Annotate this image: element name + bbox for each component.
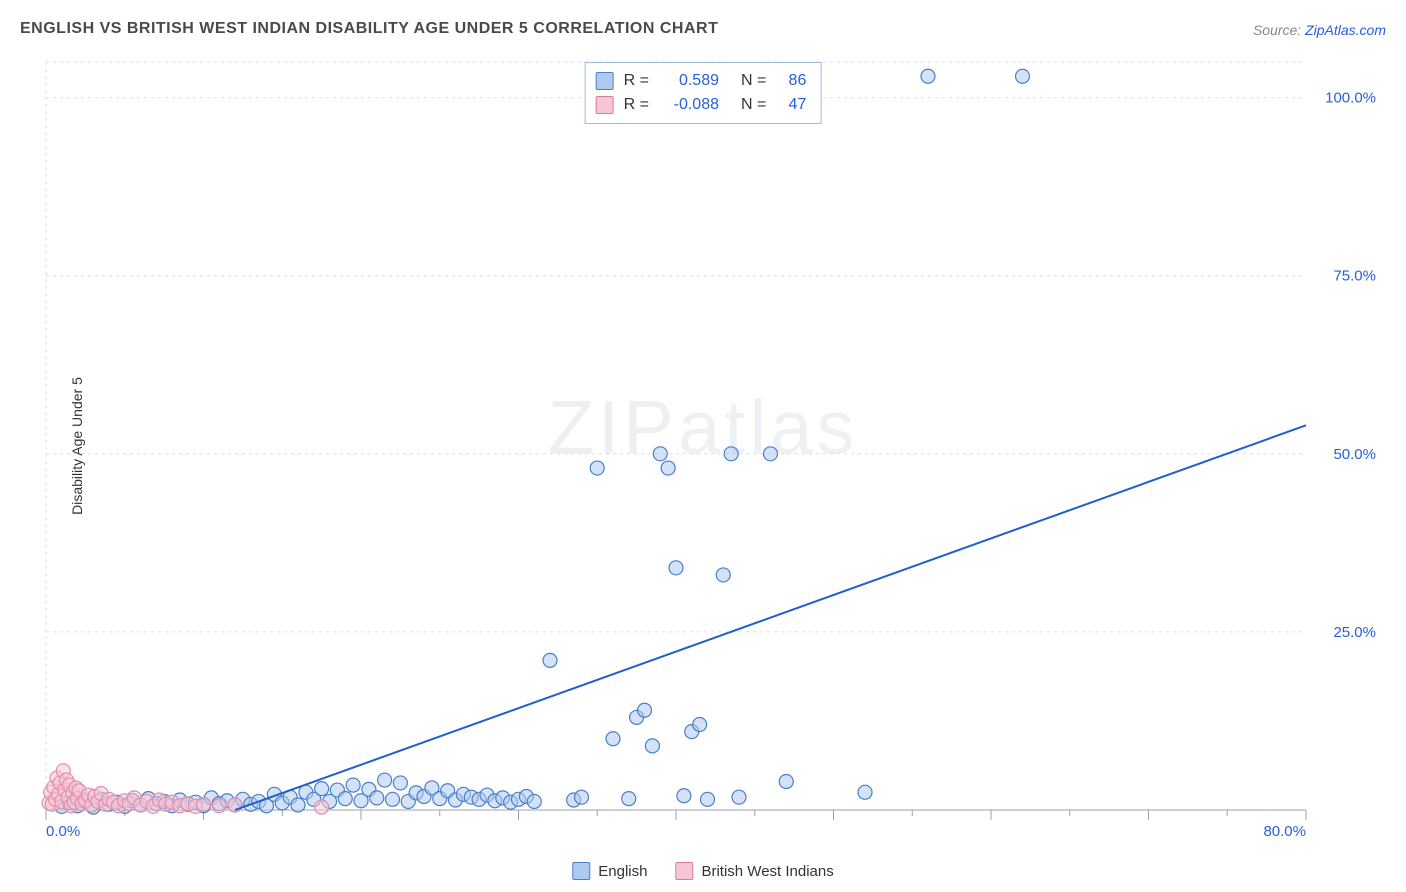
- data-point: [764, 447, 778, 461]
- stats-n-value: 47: [776, 93, 806, 117]
- data-point: [315, 800, 329, 814]
- chart-title: ENGLISH VS BRITISH WEST INDIAN DISABILIT…: [20, 20, 718, 38]
- stats-row: R = 0.589 N = 86: [596, 69, 807, 93]
- legend-swatch: [572, 862, 590, 880]
- page-root: ENGLISH VS BRITISH WEST INDIAN DISABILIT…: [0, 0, 1406, 892]
- data-point: [779, 775, 793, 789]
- data-point: [197, 797, 211, 811]
- source-name: ZipAtlas.com: [1305, 22, 1386, 38]
- stats-swatch: [596, 96, 614, 114]
- data-point: [378, 773, 392, 787]
- data-point: [370, 791, 384, 805]
- data-point: [858, 785, 872, 799]
- data-point: [1016, 69, 1030, 83]
- data-point: [291, 798, 305, 812]
- data-point: [693, 718, 707, 732]
- stats-r-value: 0.589: [659, 69, 719, 93]
- data-point: [677, 789, 691, 803]
- data-point: [701, 792, 715, 806]
- data-point: [921, 69, 935, 83]
- data-point: [212, 799, 226, 813]
- data-point: [724, 447, 738, 461]
- stats-r-label: R =: [624, 69, 649, 93]
- trend-line: [235, 425, 1306, 810]
- data-point: [732, 790, 746, 804]
- y-tick-label: 50.0%: [1333, 446, 1376, 463]
- y-tick-label: 100.0%: [1325, 90, 1376, 107]
- stats-r-label: R =: [624, 93, 649, 117]
- data-point: [645, 739, 659, 753]
- legend-item: British West Indians: [675, 862, 833, 880]
- data-point: [590, 461, 604, 475]
- legend-swatch: [675, 862, 693, 880]
- data-point: [543, 653, 557, 667]
- stats-r-value: -0.088: [659, 93, 719, 117]
- data-point: [653, 447, 667, 461]
- y-tick-label: 75.0%: [1333, 268, 1376, 285]
- stats-n-label: N =: [741, 69, 766, 93]
- source-attribution: Source: ZipAtlas.com: [1253, 22, 1386, 38]
- stats-swatch: [596, 72, 614, 90]
- legend-bottom: English British West Indians: [572, 862, 833, 880]
- scatter-chart: 0.0% 80.0% 25.0% 50.0% 75.0% 100.0%: [40, 60, 1386, 842]
- legend-item: English: [572, 862, 647, 880]
- data-point: [606, 732, 620, 746]
- legend-label: English: [598, 863, 647, 880]
- data-point: [575, 790, 589, 804]
- data-point: [669, 561, 683, 575]
- y-tick-label: 25.0%: [1333, 624, 1376, 641]
- data-point: [527, 794, 541, 808]
- data-point: [716, 568, 730, 582]
- data-point: [661, 461, 675, 475]
- data-point: [386, 792, 400, 806]
- data-point: [338, 792, 352, 806]
- data-point: [622, 792, 636, 806]
- data-point: [393, 776, 407, 790]
- x-tick-label: 80.0%: [1263, 823, 1306, 840]
- chart-area: 0.0% 80.0% 25.0% 50.0% 75.0% 100.0%: [40, 60, 1386, 842]
- legend-label: British West Indians: [701, 863, 833, 880]
- stats-n-label: N =: [741, 93, 766, 117]
- stats-row: R = -0.088 N = 47: [596, 93, 807, 117]
- stats-n-value: 86: [776, 69, 806, 93]
- x-tick-label: 0.0%: [46, 823, 80, 840]
- data-point: [315, 782, 329, 796]
- data-point: [638, 703, 652, 717]
- source-prefix: Source:: [1253, 22, 1305, 38]
- data-point: [346, 778, 360, 792]
- correlation-stats-box: R = 0.589 N = 86 R = -0.088 N = 47: [585, 62, 822, 124]
